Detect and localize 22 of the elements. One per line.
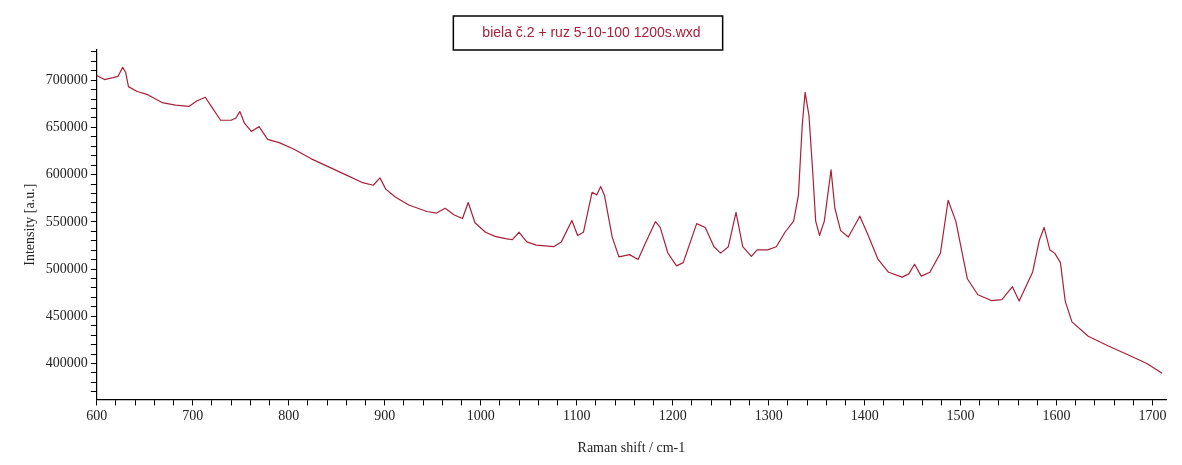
y-tick-label: 500000 — [45, 260, 88, 276]
x-tick-label: 1500 — [946, 408, 975, 424]
x-tick-label: 1700 — [1138, 408, 1167, 424]
y-tick-label: 600000 — [45, 166, 88, 182]
x-tick-label: 700 — [182, 408, 204, 424]
y-tick-label: 450000 — [45, 307, 88, 323]
y-tick-label: 650000 — [45, 119, 88, 135]
y-axis-title: Intensity [a.u.] — [22, 183, 38, 266]
x-tick-label: 1600 — [1042, 408, 1071, 424]
text: biela č.2 + ruz 5-10-100 1200s.wxd — [482, 23, 701, 40]
x-tick-label: 1100 — [562, 408, 591, 424]
x-tick-label: 1300 — [754, 408, 783, 424]
y-tick-label: 700000 — [45, 71, 88, 87]
y-tick-label: 400000 — [45, 355, 88, 371]
x-tick-label: 900 — [374, 408, 396, 424]
y-tick-label: 550000 — [45, 213, 88, 229]
x-tick-label: 1400 — [850, 408, 879, 424]
x-tick-label: 1200 — [658, 408, 687, 424]
x-tick-label: 600 — [86, 408, 108, 424]
x-tick-label: 800 — [278, 408, 300, 424]
x-axis-title: Raman shift / cm-1 — [577, 440, 686, 456]
x-tick-label: 1000 — [466, 408, 495, 424]
